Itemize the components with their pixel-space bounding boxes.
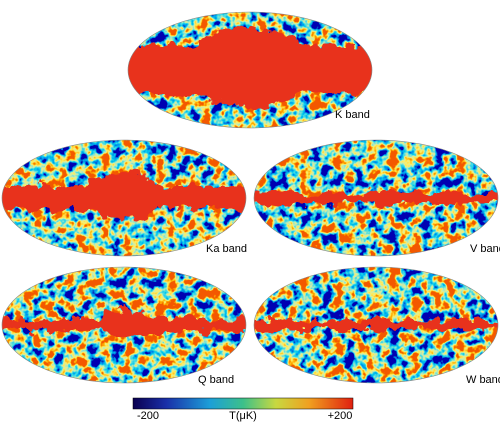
plane-bulge xyxy=(363,188,389,204)
plane-bulge xyxy=(186,28,314,108)
sky-maps: K band Ka band V band Q band W band xyxy=(1,11,500,386)
colorbar-max: +200 xyxy=(328,410,353,422)
galactic-plane xyxy=(128,28,372,108)
map-outline xyxy=(253,139,499,257)
galactic-plane xyxy=(254,188,498,204)
map-label: W band xyxy=(466,374,500,386)
plane-bulge xyxy=(366,317,386,329)
map-label: Q band xyxy=(198,374,234,386)
sky-map xyxy=(128,12,372,128)
map-label: K band xyxy=(335,109,370,121)
map-label: V band xyxy=(470,243,500,255)
map-outline xyxy=(127,11,373,129)
colorbar-min: -200 xyxy=(137,410,159,422)
galactic-plane xyxy=(2,172,246,220)
colorbar xyxy=(132,397,354,410)
plane-bulge xyxy=(85,172,163,220)
plane-bulge xyxy=(101,309,147,337)
sky-map xyxy=(254,140,498,256)
map-outline xyxy=(253,266,499,384)
sky-map xyxy=(2,267,246,383)
map-outline xyxy=(1,139,247,257)
sky-map xyxy=(2,140,246,256)
map-label: Ka band xyxy=(206,243,247,255)
galactic-plane xyxy=(2,309,246,337)
map-outline xyxy=(1,266,247,384)
galactic-plane xyxy=(254,317,498,329)
sky-map xyxy=(254,267,498,383)
colorbar-title: T(μK) xyxy=(229,410,257,422)
